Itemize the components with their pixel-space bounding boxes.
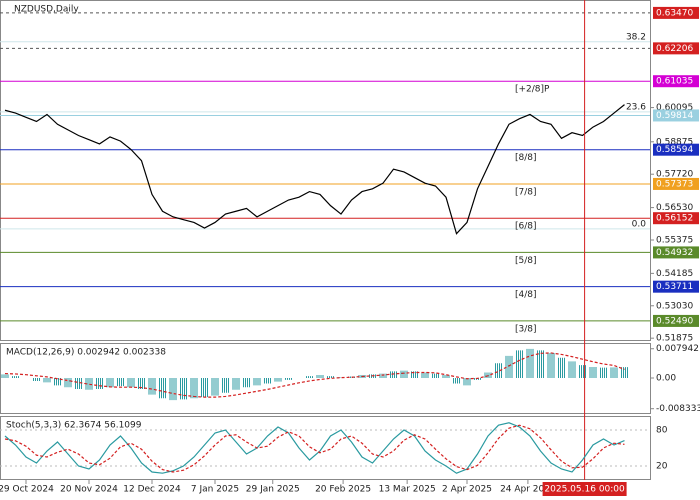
- level-tag: [3/8]: [515, 324, 537, 334]
- y-tick-label: 0.54185: [656, 269, 693, 279]
- level-tag: [4/8]: [515, 290, 537, 300]
- stoch-title: Stoch(5,3,3) 62.3674 56.1099: [6, 421, 142, 431]
- y-tick-label: 0.55375: [656, 235, 693, 245]
- macd-tick-label: -0.008333: [656, 404, 700, 414]
- x-tick-label: 13 Mar 2025: [379, 485, 436, 495]
- x-tick-label: 7 Jan 2025: [191, 485, 239, 495]
- level-label: 0.56152: [656, 214, 693, 224]
- level-tag: [8/8]: [515, 153, 537, 163]
- fib-label: 38.2: [626, 32, 646, 42]
- marks: [0, 0, 650, 480]
- y-tick-label: 0.57720: [656, 170, 693, 180]
- x-tick-label: 24 Apr 2025: [500, 485, 556, 495]
- y-tick-label: 0.51875: [656, 334, 693, 344]
- y-tick-label: 0.60095: [656, 103, 693, 113]
- stoch-tick-label: 80: [656, 426, 668, 436]
- y-tick-label: 0.58875: [656, 137, 693, 147]
- x-tick-label: 29 Jan 2025: [246, 485, 300, 495]
- cursor-box: [542, 482, 627, 496]
- x-tick-label: 2 Apr 2025: [442, 485, 492, 495]
- cursor-label: 2025.05.16 00:00: [544, 485, 625, 495]
- level-box: [653, 246, 699, 259]
- level-box: [653, 6, 699, 19]
- level-label: 0.58594: [656, 145, 693, 155]
- level-label: 0.61035: [656, 77, 693, 87]
- level-box: [653, 280, 699, 293]
- x-tick-label: 20 Feb 2025: [315, 485, 371, 495]
- price-line: [4, 104, 625, 235]
- stoch-signal: [4, 424, 625, 473]
- level-label: 0.57373: [656, 179, 693, 189]
- level-box: [653, 109, 699, 122]
- level-label: 0.62206: [656, 44, 693, 54]
- stoch-panel: [0, 416, 651, 480]
- level-tag: [5/8]: [515, 256, 537, 266]
- stoch-tick-label: 20: [656, 462, 668, 472]
- macd-tick-label: 0.007942: [656, 344, 699, 354]
- x-tick-label: 20 Nov 2024: [60, 485, 118, 495]
- level-tag: [6/8]: [515, 222, 537, 232]
- chart-title: NZDUSD,Daily: [14, 5, 79, 15]
- macd-title: MACD(12,26,9) 0.002942 0.002338: [6, 348, 166, 358]
- level-tag: [+2/8]P: [515, 85, 550, 95]
- stoch-main: [4, 422, 625, 474]
- fib-label: 23.6: [626, 102, 646, 112]
- level-tag: [7/8]: [515, 187, 537, 197]
- price-panel: [0, 0, 651, 341]
- level-label: 0.54932: [656, 248, 693, 258]
- level-label: 0.63470: [656, 8, 693, 18]
- y-tick-label: 0.56530: [656, 203, 693, 213]
- fib-label: 0.0: [632, 219, 647, 229]
- level-label: 0.59814: [656, 111, 693, 121]
- x-tick-label: 29 Oct 2024: [0, 485, 54, 495]
- macd-tick-label: 0.00: [656, 374, 676, 384]
- level-label: 0.53711: [656, 282, 693, 292]
- level-box: [653, 177, 699, 190]
- level-box: [653, 75, 699, 88]
- level-box: [653, 314, 699, 327]
- level-box: [653, 212, 699, 225]
- y-tick-label: 0.53030: [656, 301, 693, 311]
- x-tick-label: 12 Dec 2024: [123, 485, 181, 495]
- level-box: [653, 42, 699, 55]
- level-box: [653, 143, 699, 156]
- level-label: 0.52490: [656, 316, 693, 326]
